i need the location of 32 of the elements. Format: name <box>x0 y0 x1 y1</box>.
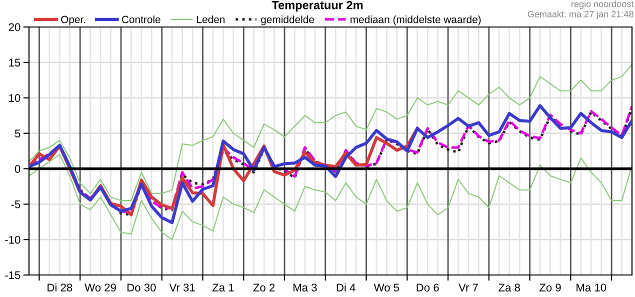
x-tick-label: Di 4 <box>336 283 356 292</box>
x-tick-label: Vr 31 <box>169 284 195 292</box>
x-tick-label: Za 1 <box>212 284 234 292</box>
x-tick-label: Di 28 <box>48 283 72 292</box>
y-tick-label: 15 <box>9 58 20 67</box>
x-tick-label: Zo 2 <box>253 284 275 292</box>
x-tick-label: Ma 3 <box>294 284 317 292</box>
legend-label: Leden <box>197 16 225 24</box>
y-tick-label: 5 <box>14 130 20 138</box>
legend-label: gemiddelde <box>261 16 314 26</box>
x-tick-label: Wo 29 <box>84 284 116 292</box>
legend-label: mediaan (middelste waarde) <box>350 16 481 26</box>
x-tick-label: Za 8 <box>498 284 520 292</box>
legend-label: Oper. <box>61 16 86 26</box>
y-tick-label: 0 <box>14 164 20 173</box>
y-tick-label: -10 <box>5 236 20 244</box>
legend-label: Controle <box>122 16 160 24</box>
x-tick-label: Ma 10 <box>576 284 606 292</box>
y-tick-label: -15 <box>5 271 20 280</box>
x-tick-label: Wo 5 <box>374 284 400 292</box>
y-tick-label: 10 <box>9 94 20 102</box>
y-tick-label: 20 <box>8 23 20 32</box>
x-tick-label: Zo 9 <box>539 284 561 292</box>
text: regio noordoost <box>572 0 634 10</box>
line-series <box>29 64 632 202</box>
x-tick-label: Do 30 <box>128 284 156 292</box>
x-tick-label: Do 6 <box>416 284 439 292</box>
x-tick-label: Vr 7 <box>458 284 478 292</box>
chart-title: Temperatuur 2m <box>272 0 363 12</box>
y-tick-label: -5 <box>11 200 20 208</box>
text: Gemaakt: ma 27 jan 21:48 <box>528 10 634 20</box>
line-series <box>29 154 632 240</box>
